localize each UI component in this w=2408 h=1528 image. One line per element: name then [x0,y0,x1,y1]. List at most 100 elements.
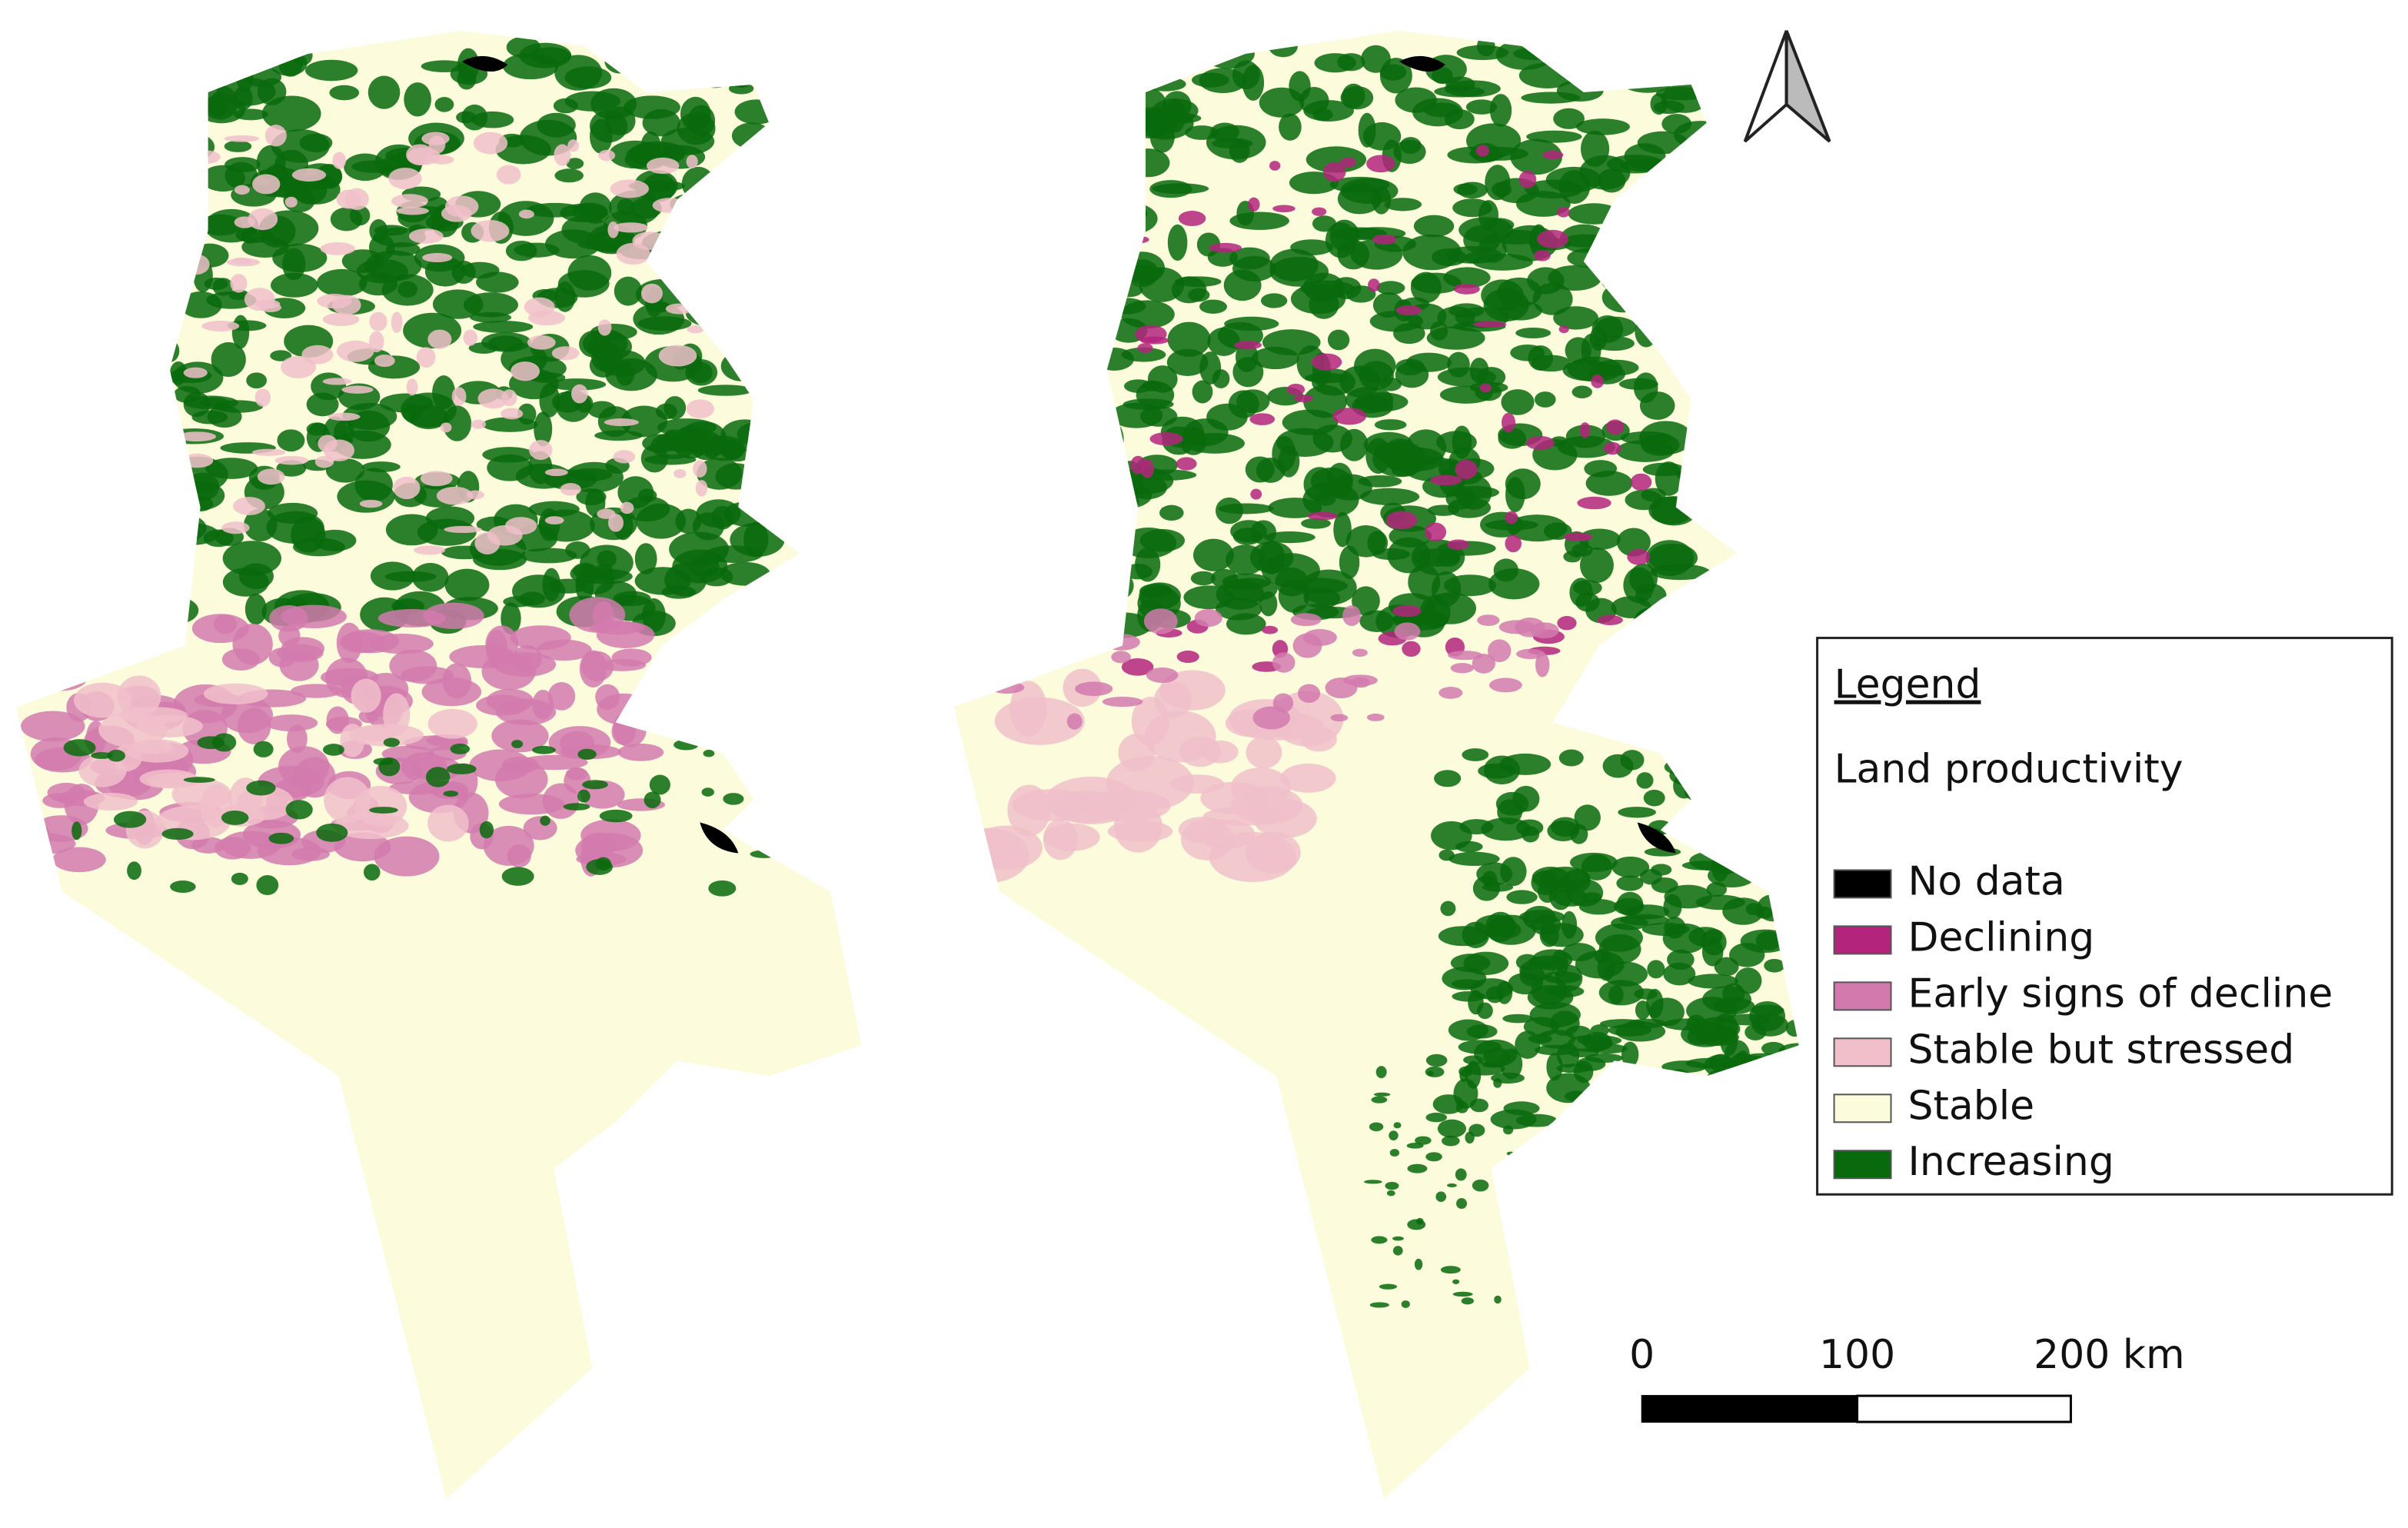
map-patch [427,708,477,739]
map-patch [1688,1102,1729,1128]
map-patch [595,684,620,710]
map-patch [391,194,428,208]
map-patch [1470,1098,1489,1113]
map-patch [1252,706,1290,730]
map-patch [427,329,452,349]
map-patch [1757,1064,1774,1091]
map-patch [1676,588,1717,601]
map-patch [726,247,743,271]
map-patch [1545,166,1602,193]
map-patch [517,403,537,425]
north-arrow [1743,30,1831,143]
map-patch [401,666,454,684]
map-patch [1340,85,1374,110]
map-patch [203,529,234,548]
map-patch [1261,553,1320,588]
map-patch [287,724,308,754]
map-patch [270,350,292,361]
map-patch [597,508,616,519]
map-patch [1745,1071,1770,1084]
map-patch [1247,197,1260,212]
map-patch [1488,639,1512,662]
map-patch [1210,122,1239,142]
map-patch [191,837,226,854]
map-patch [519,754,588,771]
map-patch [224,135,260,142]
map-patch [90,752,113,759]
map-patch [1330,714,1349,722]
legend-title: Legend [1834,662,1981,708]
map-patch [1537,1029,1575,1049]
map-patch [684,268,713,290]
map-patch [470,311,512,323]
map-patch [1088,534,1127,549]
map-patch [147,596,199,625]
map-patch [369,311,387,331]
map-patch [1763,1096,1798,1109]
map-base [953,30,1799,1500]
map-patch [604,48,635,74]
map-patch [1293,394,1313,403]
map-patch [1364,1180,1382,1184]
map-patch [1557,1116,1575,1135]
map-patch [1352,648,1368,657]
map-patch [107,749,125,762]
map-patch [322,744,344,756]
map-patch [1631,276,1652,288]
map-patch [272,243,328,273]
map-patch [153,118,188,129]
map-patch [1098,451,1119,481]
map-patch [1312,215,1337,232]
map-patch [1651,255,1707,278]
map-patch [1558,749,1584,767]
map-patch [1612,277,1653,295]
map-patch [681,166,715,201]
map-patch [1515,191,1571,217]
map-patch [231,872,248,885]
map-patch [1025,617,1042,631]
map-patch [1478,763,1516,779]
map-patch [680,64,710,88]
map-patch [1101,98,1142,120]
map-patch [697,49,753,67]
map-patch [1489,94,1512,127]
map-patch [24,606,69,643]
map-patch [1517,1247,1526,1256]
map-patch [251,448,286,456]
map-patch [1630,473,1652,491]
map-patch [534,411,553,447]
map-patch [414,545,446,555]
map-patch [664,563,707,597]
map-patch [675,508,702,534]
map-patch [236,785,294,821]
map-patch [1453,183,1478,195]
map-patch [1521,92,1581,104]
map-patch [1550,436,1568,448]
map-patch [640,43,697,73]
map-patch [1322,161,1346,182]
map-patch [1692,754,1724,765]
map-patch [1096,482,1152,509]
map-patch [1598,980,1645,1006]
map-patch [1731,754,1772,785]
map-patch [1694,789,1735,820]
map-patch [326,706,349,734]
map-patch [1594,359,1639,376]
map-patch [1547,820,1579,842]
map-patch [695,480,708,497]
map-patch [530,47,571,65]
map-patch [1581,854,1613,881]
map-patch [241,228,259,244]
map-patch [711,265,737,286]
map-patch [278,53,303,77]
map-patch [136,714,203,737]
map-patch [1399,137,1422,155]
map-left [15,30,862,1500]
map-patch [1455,1168,1467,1181]
map-patch [1360,488,1420,506]
map-patch [1435,1191,1447,1203]
map-patch [83,792,138,811]
map-patch [393,476,421,500]
map-patch [261,95,321,131]
map-patch [374,355,395,368]
